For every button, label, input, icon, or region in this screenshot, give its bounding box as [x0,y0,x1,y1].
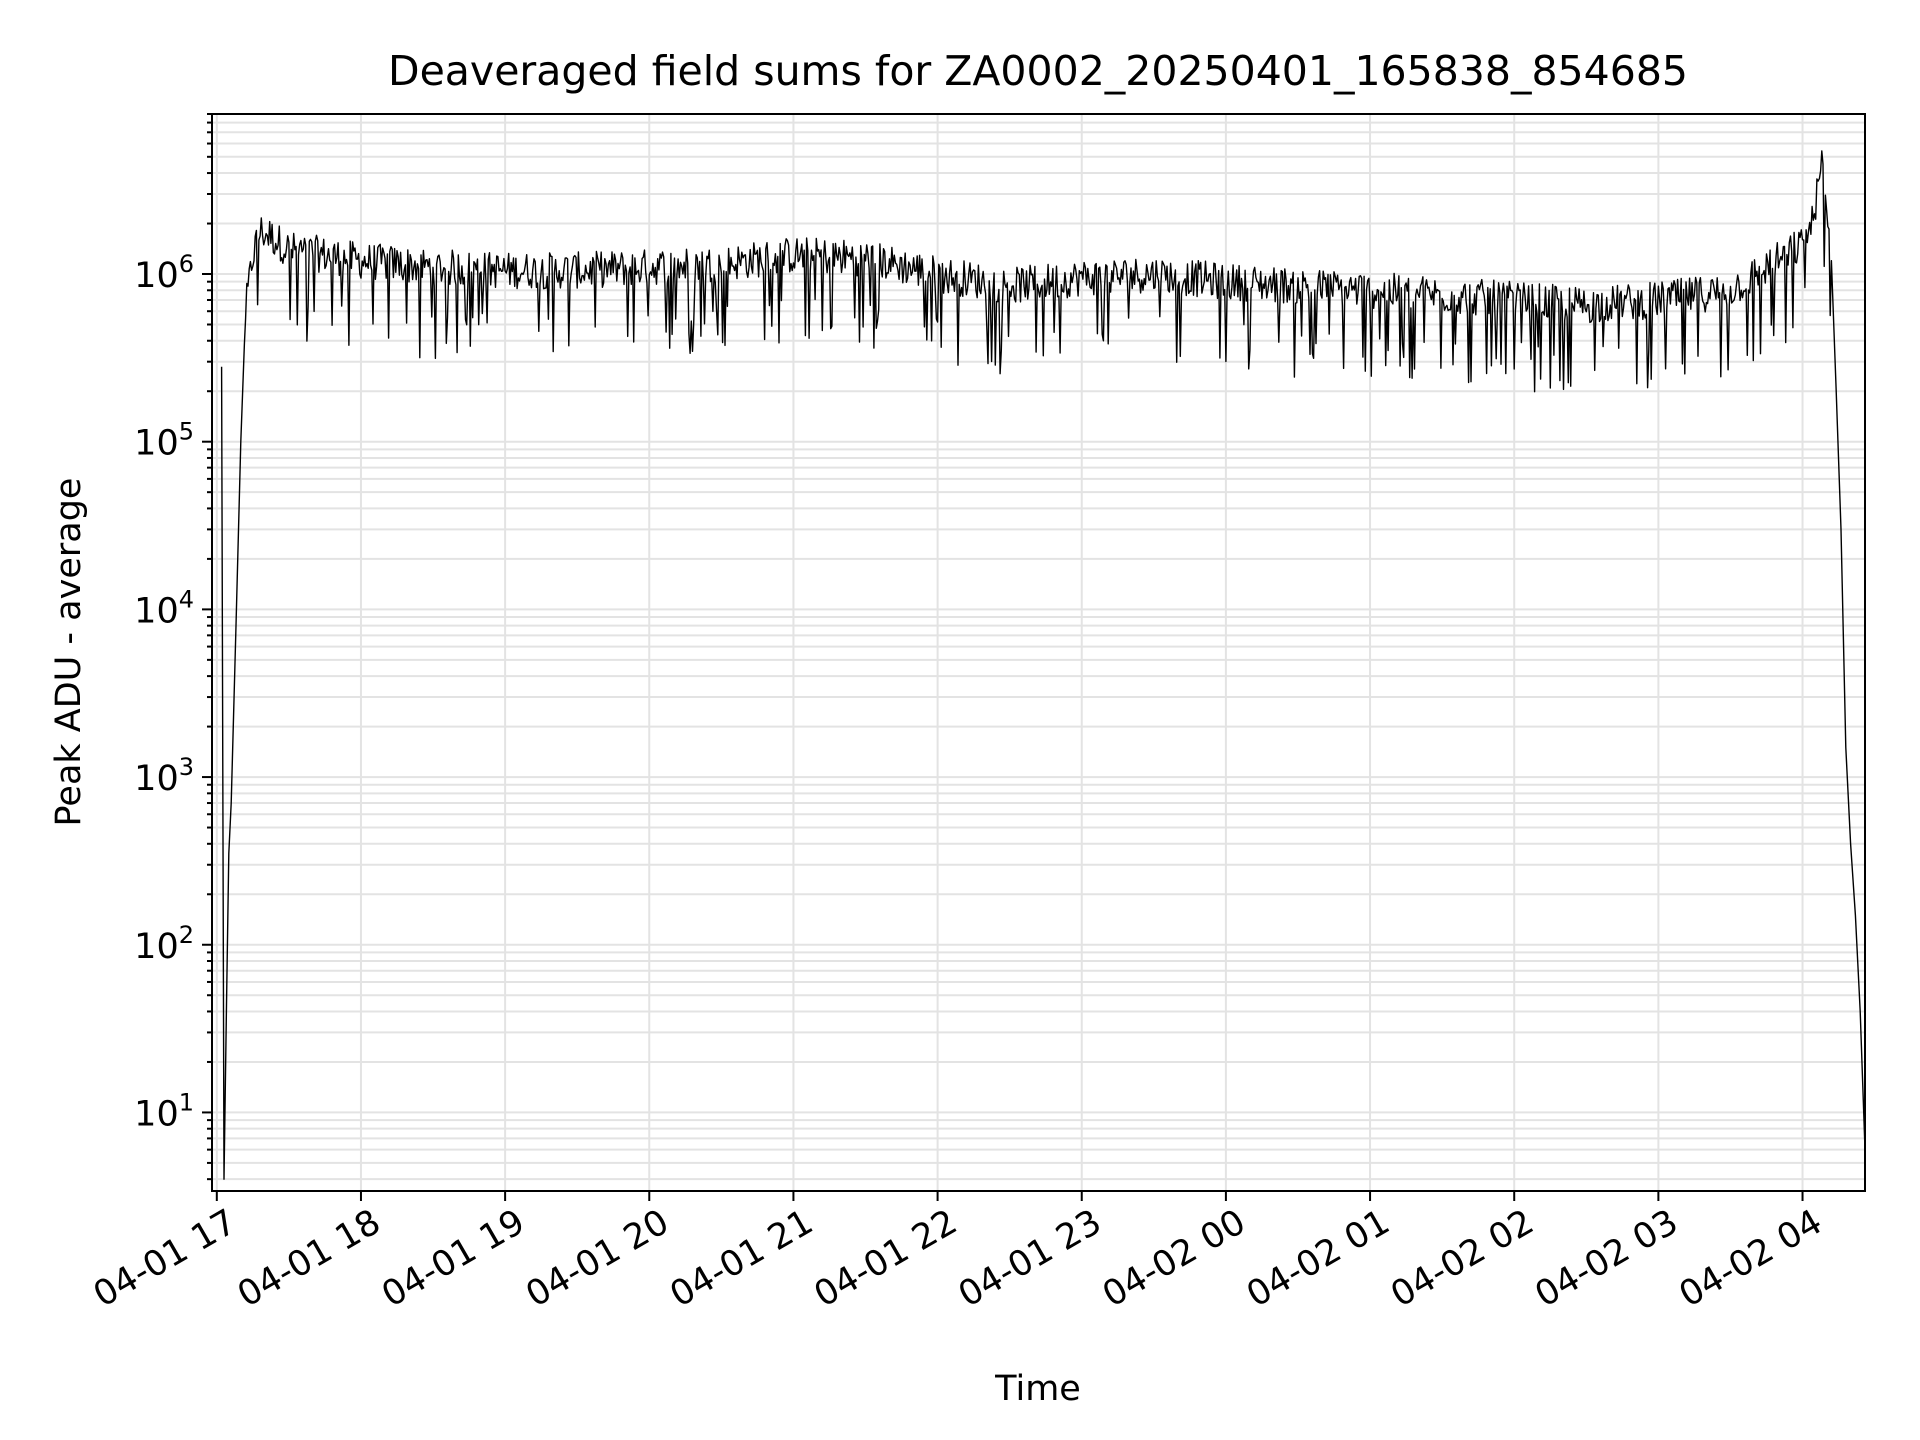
x-tick-label: 04-01 21 [664,1202,820,1315]
x-tick-label: 04-02 02 [1384,1202,1540,1315]
plot-frame [211,113,1866,1192]
x-tick-label: 04-01 17 [87,1202,243,1315]
y-tick-label: 105 [134,418,194,464]
x-tick-label: 04-01 19 [375,1202,531,1315]
y-tick-label: 103 [134,753,194,799]
chart-title: Deaveraged field sums for ZA0002_2025040… [388,47,1688,95]
y-axis-ticks: 101 102 103 104 105 106 [134,113,212,1181]
x-tick-label: 04-02 04 [1673,1202,1829,1315]
y-tick-label: 106 [134,250,194,296]
y-tick-label: 101 [134,1088,194,1134]
series-layer [220,150,1866,1180]
x-tick-label: 04-01 22 [808,1202,964,1315]
y-axis-label: Peak ADU - average [49,478,89,827]
x-tick-label: 04-01 20 [519,1202,675,1315]
x-tick-label: 04-01 23 [952,1202,1108,1315]
y-tick-label: 104 [134,585,194,631]
y-tick-label: 102 [134,921,194,967]
x-tick-label: 04-01 18 [231,1202,387,1315]
x-tick-label: 04-02 03 [1529,1202,1685,1315]
x-tick-label: 04-02 01 [1240,1202,1396,1315]
x-tick-label: 04-02 00 [1096,1202,1252,1315]
x-axis-label: Time [994,1369,1081,1409]
series-line [220,150,1866,1180]
